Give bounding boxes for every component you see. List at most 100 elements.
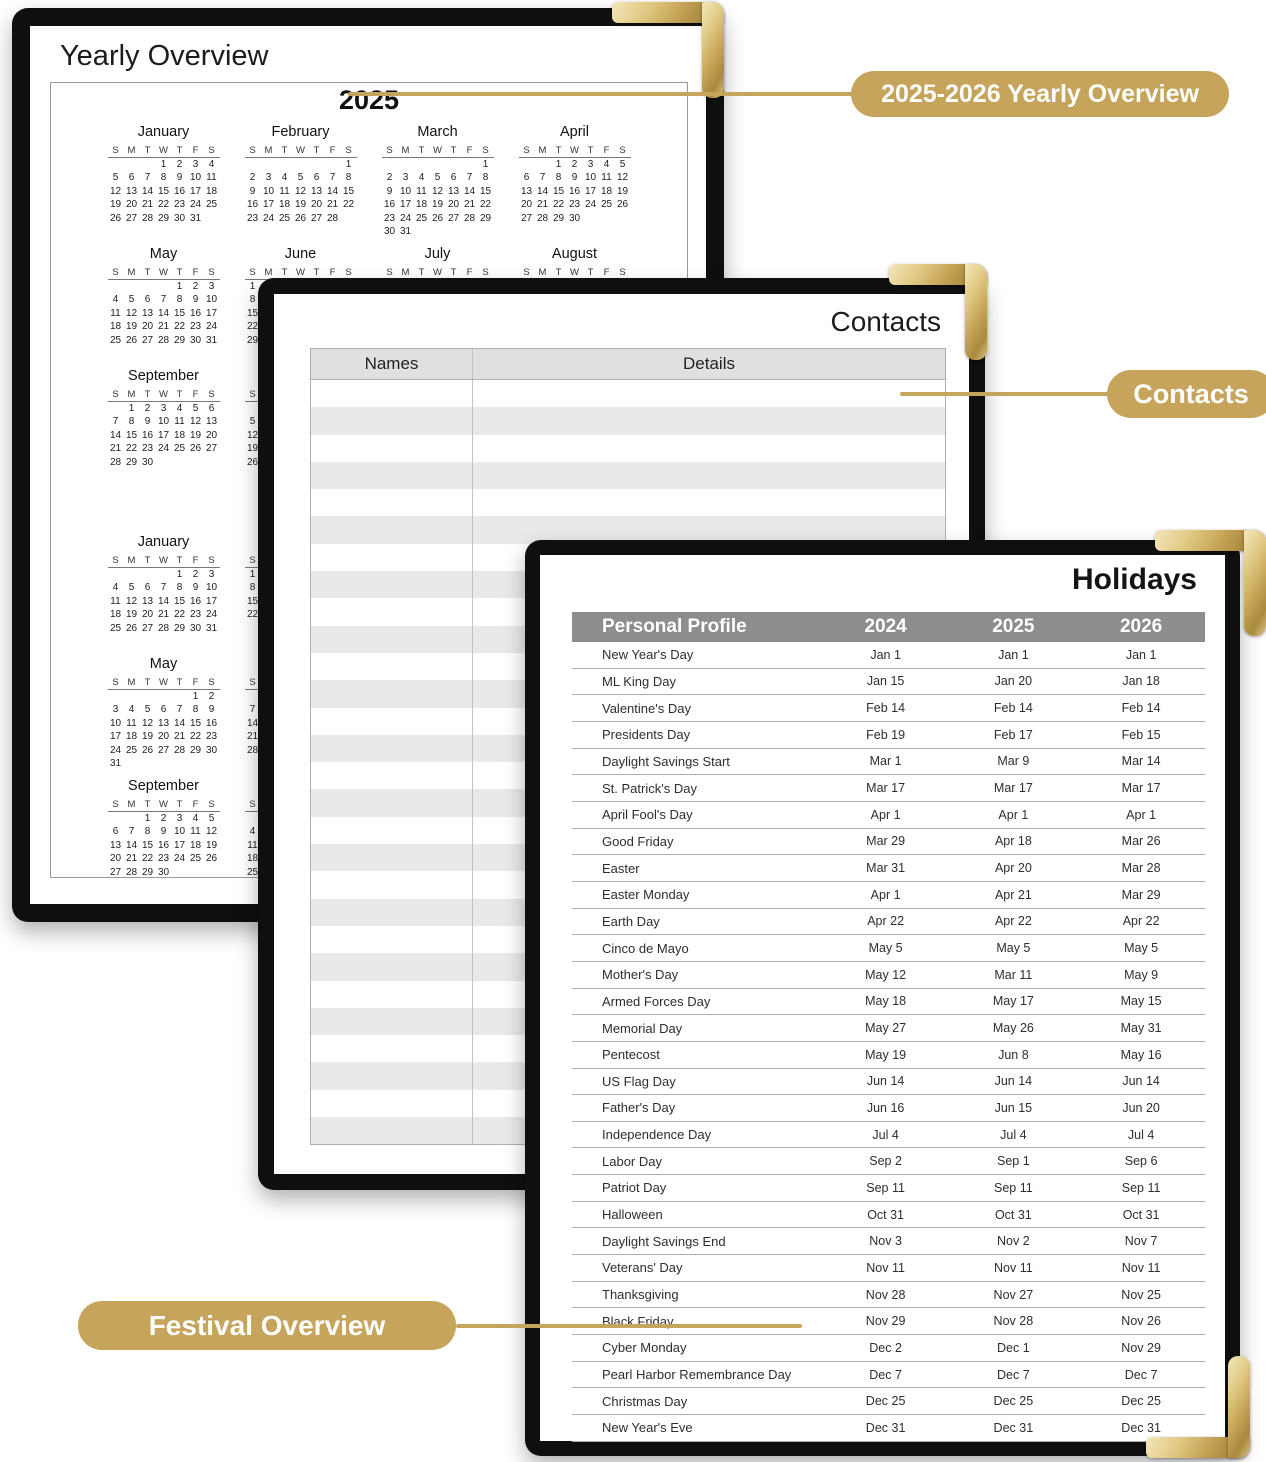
holiday-row: Halloween Oct 31 Oct 31 Oct 31 [572, 1202, 1205, 1229]
day-cell: 9 [144, 416, 151, 428]
day-cell-empty [156, 280, 172, 293]
holiday-name: Pearl Harbor Remembrance Day [602, 1367, 792, 1383]
contact-name-cell [311, 407, 473, 435]
contacts-col-names: Names [311, 349, 473, 379]
month-name: May [149, 656, 178, 672]
day-cell: 14 [463, 185, 476, 197]
contact-name-cell [311, 1117, 473, 1145]
weekday-label: T [582, 145, 599, 158]
day-cell: 10 [205, 582, 218, 594]
day-cell: 13 [141, 307, 154, 319]
day-cell: 7 [160, 582, 167, 594]
weekday-label: T [171, 267, 188, 280]
weekday-label: S [614, 145, 631, 158]
day-cell: 19 [125, 321, 138, 333]
day-cell: 25 [189, 853, 202, 865]
day-cell: 22 [173, 321, 186, 333]
day-cell: 31 [399, 226, 412, 238]
weekday-label: W [429, 145, 446, 158]
weekday-label: W [155, 145, 172, 158]
day-cell: 14 [125, 839, 138, 851]
day-cell: 5 [434, 172, 441, 184]
holidays-table-header: Personal Profile 2024 2025 2026 [572, 612, 1205, 642]
holiday-row: Memorial Day May 27 May 26 May 31 [572, 1015, 1205, 1042]
day-cell: 16 [141, 429, 154, 441]
contact-details-cell [473, 407, 945, 434]
holiday-name: ML King Day [602, 673, 676, 689]
holiday-date: Apr 18 [994, 834, 1032, 849]
day-cell: 22 [157, 199, 170, 211]
day-cell: 16 [189, 307, 202, 319]
day-cell: 6 [160, 704, 167, 716]
holiday-name: Patriot Day [602, 1180, 667, 1196]
weekday-label: W [566, 145, 583, 158]
day-cell: 5 [144, 704, 151, 716]
day-cell: 4 [192, 813, 199, 824]
day-cell: 10 [205, 294, 218, 306]
holiday-date: Oct 31 [994, 1207, 1032, 1222]
day-cell: 27 [157, 744, 170, 756]
day-cell-empty [140, 158, 156, 171]
day-cell: 11 [247, 839, 258, 851]
day-cell: 26 [205, 853, 218, 865]
mini-month: September S M T W T F S 1 2 3 4 5 6 7 8 9 10 11 12 13 14 15 16 1… [95, 777, 232, 877]
weekday-label: M [123, 555, 140, 568]
festival-overview-badge: Festival Overview [78, 1301, 456, 1350]
month-name: April [559, 124, 589, 140]
holiday-date: Mar 17 [866, 781, 906, 796]
weekday-label: W [155, 799, 172, 812]
day-cell: 23 [246, 212, 259, 224]
day-cell: 16 [383, 199, 396, 211]
day-cell: 23 [189, 321, 202, 333]
day-cell: 6 [313, 172, 320, 184]
day-cell: 30 [173, 212, 186, 224]
day-cell: 1 [482, 159, 489, 170]
day-cell: 21 [109, 443, 122, 455]
contact-name-cell [311, 489, 473, 517]
holiday-date: Mar 17 [993, 781, 1033, 796]
weekday-label: T [139, 677, 156, 690]
holiday-date: Jul 4 [872, 1127, 899, 1142]
day-cell-empty [414, 158, 430, 171]
day-cell: 28 [109, 456, 122, 468]
holiday-date: Dec 2 [869, 1340, 902, 1355]
day-cell: 28 [463, 212, 476, 224]
weekday-label: T [276, 145, 293, 158]
day-cell: 8 [249, 582, 256, 594]
holiday-date: Feb 15 [1121, 727, 1161, 742]
gold-corner-icon [612, 2, 724, 98]
holiday-row: Cyber Monday Dec 2 Dec 1 Nov 29 [572, 1335, 1205, 1362]
day-cell: 16 [157, 839, 170, 851]
contact-details-cell [473, 489, 945, 516]
day-cell: 13 [157, 717, 170, 729]
day-cell-empty [245, 158, 261, 171]
day-cell: 21 [326, 199, 339, 211]
month-name: January [137, 124, 190, 140]
day-cell: 21 [157, 321, 170, 333]
day-cell: 7 [249, 704, 256, 716]
holiday-date: Apr 1 [870, 807, 901, 822]
day-cell: 9 [386, 185, 393, 197]
day-cell: 17 [189, 185, 202, 197]
day-cell-empty [140, 690, 156, 703]
day-cell: 8 [128, 416, 135, 428]
gold-corner-bar [889, 264, 987, 285]
day-cell: 5 [192, 403, 199, 414]
day-cell: 3 [160, 403, 167, 414]
day-cell: 21 [157, 609, 170, 621]
holiday-date: Jun 20 [1122, 1100, 1160, 1115]
day-cell: 9 [192, 582, 199, 594]
day-cell: 27 [447, 212, 460, 224]
weekday-label: T [550, 145, 567, 158]
gold-corner-icon [1146, 1356, 1250, 1458]
contact-name-cell [311, 762, 473, 790]
weekday-label: S [107, 145, 124, 158]
callout-line-festival [456, 1324, 802, 1328]
contact-name-cell [311, 598, 473, 626]
holiday-date: Jan 1 [998, 647, 1029, 662]
holidays-rows: New Year's Day Jan 1 Jan 1 Jan 1 ML King Day… [572, 642, 1205, 1442]
contact-name-cell [311, 1089, 473, 1118]
